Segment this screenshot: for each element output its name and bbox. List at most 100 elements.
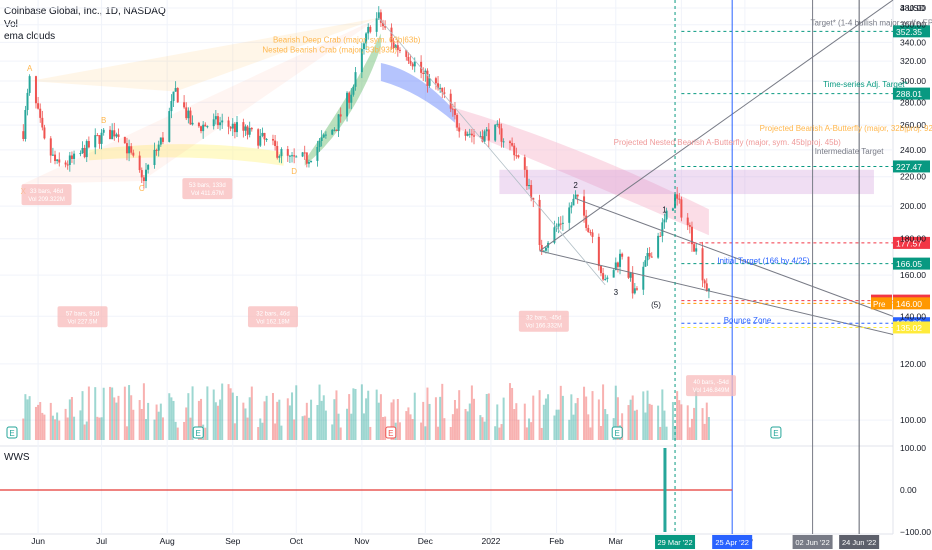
volume-bar [635, 409, 638, 440]
candle-body [100, 132, 103, 144]
volume-bar [221, 383, 224, 440]
candle-body [646, 252, 649, 261]
earnings-marker-label: E [388, 429, 393, 438]
volume-bar [265, 395, 268, 440]
volume-bar [66, 417, 69, 440]
x-axis-tick-label: Jun [31, 536, 45, 546]
volume-bar [568, 419, 571, 440]
volume-bar [420, 422, 423, 440]
chart-annotation: Intermediate Target [815, 147, 885, 156]
candle-body [85, 141, 88, 158]
volume-bar [405, 411, 408, 440]
candle-body [219, 122, 222, 126]
volume-bar [479, 415, 482, 440]
candle-body [394, 45, 397, 49]
bearish-crab-pattern-area [29, 17, 379, 92]
candle-body [22, 131, 25, 139]
y-axis-tick-label: 120.00 [900, 359, 926, 369]
candle-body [54, 154, 57, 161]
level-price-tag [893, 297, 930, 310]
candle-body [390, 27, 393, 43]
ema-cloud-yellow [88, 144, 284, 166]
y-axis-tick-label: 320.00 [900, 56, 926, 66]
candle-body [405, 50, 408, 57]
volume-bar [187, 393, 190, 440]
volume-bar [589, 427, 592, 440]
candle-body [599, 266, 602, 274]
volume-bar [339, 427, 342, 440]
candle-body [98, 135, 101, 144]
chart-annotation: Projected Bearish A-Butterfly (major, 32… [760, 124, 932, 133]
candle-body [183, 102, 186, 108]
candle-body [187, 110, 190, 119]
y-axis-tick-label: 240.00 [900, 145, 926, 155]
volume-bar [227, 384, 230, 440]
y-axis-tick-label: 300.00 [900, 76, 926, 86]
x-axis-tick-label: Oct [290, 536, 304, 546]
volume-bar [242, 402, 245, 440]
candle-body [259, 135, 262, 146]
volume-bar [413, 392, 416, 440]
volume-bar [367, 390, 370, 440]
volume-bar [206, 386, 209, 440]
volume-bar [508, 383, 511, 440]
volume-bar [125, 426, 128, 440]
wws-axis-tick-label: 0.00 [900, 485, 917, 495]
wws-signal-bar [663, 448, 667, 532]
candle-body [574, 194, 577, 199]
volume-bar [616, 397, 619, 440]
candle-body [570, 205, 573, 208]
volume-bar [707, 417, 710, 440]
candle-body [676, 194, 679, 199]
volume-bar [375, 389, 378, 440]
candle-body [671, 208, 674, 211]
ema-clouds-indicator-label[interactable]: ema clouds [4, 31, 56, 42]
measure-label-line2: Vol 146.849M [693, 388, 730, 394]
chart-annotation: Nested Bearish Crab (major, 33b|93b) [262, 46, 397, 55]
volume-bar [212, 389, 215, 440]
volume-bar [532, 395, 535, 440]
measure-label-line1: 32 bars, 46d [256, 311, 289, 317]
candle-body [614, 262, 617, 271]
candle-body [350, 94, 353, 103]
volume-bar [305, 402, 308, 440]
volume-bar [348, 394, 351, 440]
candle-body [174, 88, 177, 92]
volume-bar [276, 401, 279, 440]
volume-bar [686, 405, 689, 440]
level-price-tag [893, 257, 930, 270]
volume-bar [197, 400, 200, 440]
candle-body [274, 140, 277, 146]
volume-bar [214, 402, 217, 440]
candle-body [557, 223, 560, 227]
candle-body [172, 91, 175, 102]
candle-body [494, 124, 497, 141]
candle-body [362, 43, 365, 50]
volume-bar [70, 396, 73, 440]
volume-bar [621, 413, 624, 440]
candle-body [191, 122, 194, 125]
volume-bar [671, 402, 674, 440]
volume-bar [37, 404, 40, 440]
candle-body [140, 170, 143, 178]
earnings-marker [611, 426, 623, 439]
candle-body [409, 60, 412, 64]
candle-body [64, 162, 67, 165]
volume-bar [316, 405, 319, 440]
candle-body [96, 135, 99, 137]
candle-body [37, 103, 40, 109]
volume-bar [542, 404, 545, 440]
candle-body [508, 141, 511, 144]
candle-body [498, 123, 501, 129]
measure-box [57, 306, 108, 328]
x-axis-tick-label: Sep [225, 536, 240, 546]
volume-bar [138, 400, 141, 440]
candle-body [663, 219, 666, 223]
measure-label-line2: Vol 166.332M [525, 324, 562, 330]
candle-body [589, 232, 592, 234]
candle-body [382, 22, 385, 27]
chart-annotation: (5) [651, 301, 661, 310]
volume-bar [250, 386, 253, 440]
wws-indicator-label[interactable]: WWS [4, 452, 30, 463]
